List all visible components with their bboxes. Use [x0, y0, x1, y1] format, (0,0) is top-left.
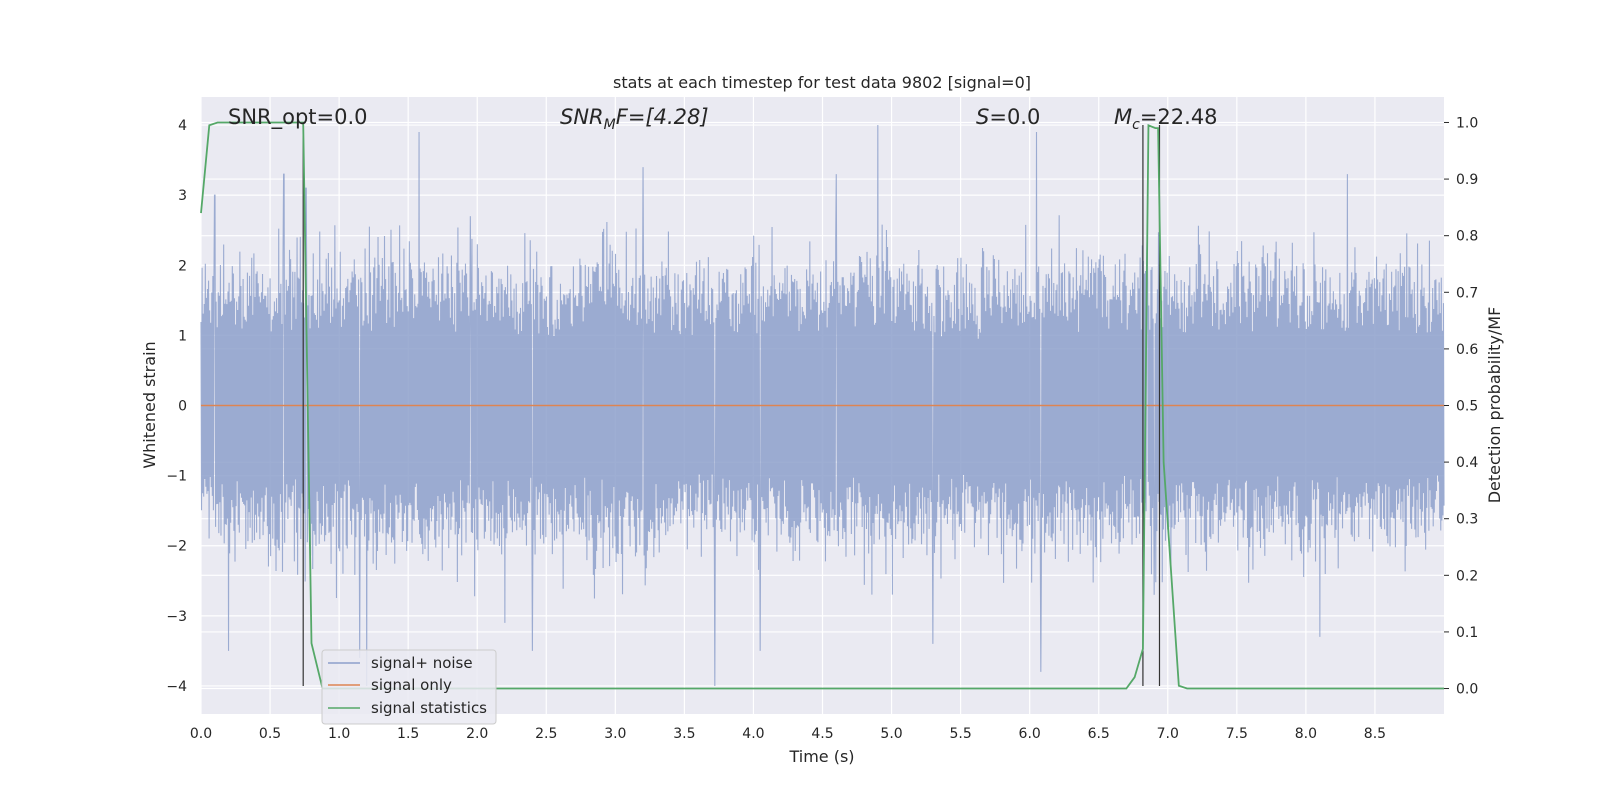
y2-tick-label: 0.3 [1456, 512, 1478, 528]
legend: signal+ noise signal only signal statist… [321, 649, 497, 725]
y2-axis-label: Detection probability/MF [1485, 307, 1504, 504]
tick-labels: 0.0 0.5 1.0 1.5 2.0 2.5 3.0 3.5 4.0 4.5 5.0 5.5 6.0 6… [166, 115, 1478, 742]
y-tick-label: −4 [166, 679, 187, 695]
x-tick-label: 0.0 [190, 726, 212, 742]
y2-tick-label: 0.4 [1456, 455, 1478, 471]
x-axis-label: Time (s) [788, 747, 854, 766]
y2-tick-label: 0.5 [1456, 399, 1478, 415]
x-tick-label: 5.5 [949, 726, 971, 742]
x-tick-label: 5.0 [880, 726, 902, 742]
chart-title: stats at each timestep for test data 980… [613, 73, 1031, 92]
x-tick-label: 7.0 [1157, 726, 1179, 742]
x-tick-label: 1.5 [397, 726, 419, 742]
x-tick-label: 1.0 [328, 726, 350, 742]
x-tick-label: 4.0 [742, 726, 764, 742]
x-tick-label: 8.0 [1295, 726, 1317, 742]
signal-noise-line [200, 125, 1445, 686]
x-tick-label: 7.5 [1226, 726, 1248, 742]
y2-tick-label: 0.1 [1456, 625, 1478, 641]
y2-tick-label: 0.9 [1456, 172, 1478, 188]
x-tick-label: 0.5 [259, 726, 281, 742]
legend-box [321, 649, 497, 725]
x-tick-label: 6.0 [1019, 726, 1041, 742]
annotation-mc: Mc=22.48 [1114, 105, 1218, 133]
legend-label-signal-statistics: signal statistics [371, 699, 487, 717]
y-tick-label: 0 [178, 399, 187, 415]
x-tick-label: 2.5 [535, 726, 557, 742]
x-tick-label: 8.5 [1364, 726, 1386, 742]
y-tick-label: 1 [178, 328, 187, 344]
y2-tick-label: 0.7 [1456, 285, 1478, 301]
y2-tick-label: 0.2 [1456, 568, 1478, 584]
y-tick-label: −1 [166, 469, 187, 485]
annotation-snr-mf: SNRMF=[4.28] [560, 105, 709, 133]
y2-tick-label: 0.0 [1456, 682, 1478, 698]
x-tick-label: 3.5 [673, 726, 695, 742]
y-tick-label: 3 [178, 188, 187, 204]
y-axis-label: Whitened strain [140, 341, 159, 468]
x-tick-label: 4.5 [811, 726, 833, 742]
annotation-s: S=0.0 [976, 105, 1040, 129]
legend-label-signal-only: signal only [371, 676, 452, 694]
x-tick-label: 6.5 [1088, 726, 1110, 742]
signal-statistics-line [200, 121, 1444, 690]
y-tick-label: 4 [178, 118, 187, 134]
y-tick-label: −2 [166, 539, 187, 555]
y2-tick-label: 1.0 [1456, 115, 1478, 131]
legend-label-signal-noise: signal+ noise [371, 654, 473, 672]
y-tick-label: 2 [178, 258, 187, 274]
signal-noise-series [200, 125, 1445, 686]
annotation-snr-opt: SNR_opt=0.0 [228, 105, 368, 130]
y-tick-label: −3 [166, 609, 187, 625]
x-tick-label: 2.0 [466, 726, 488, 742]
y2-tick-label: 0.6 [1456, 342, 1478, 358]
x-tick-label: 3.0 [604, 726, 626, 742]
y2-tick-label: 0.8 [1456, 229, 1478, 245]
signal-statistics-series [200, 121, 1444, 690]
